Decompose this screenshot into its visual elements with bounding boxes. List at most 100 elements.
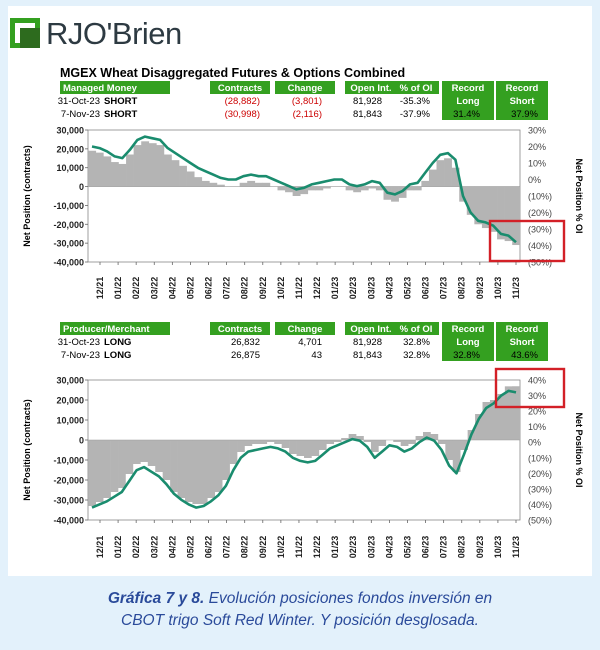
x-tick-label: 10/23 (493, 536, 503, 559)
y-tick-label: -20,000 (53, 476, 84, 486)
table-header-label: Change (288, 324, 323, 335)
area-bar (192, 440, 201, 504)
x-tick-label: 04/23 (384, 277, 394, 300)
x-tick-label: 09/23 (475, 536, 485, 559)
figure-caption: Gráfica 7 y 8. Evolución posiciones fond… (0, 588, 600, 632)
y-tick-label: 20,000 (56, 396, 84, 406)
y2-tick-label: (50%) (528, 516, 552, 526)
table-cell: 7-Nov-23 (61, 350, 100, 361)
x-tick-label: 12/21 (95, 277, 105, 300)
area-bar (207, 440, 216, 498)
table-cell: (2,116) (293, 109, 322, 120)
x-tick-label: 05/22 (185, 536, 195, 559)
y2-tick-label: (10%) (528, 453, 552, 463)
area-bar (141, 141, 150, 187)
table-cell: LONG (104, 350, 131, 361)
x-tick-label: 08/23 (457, 536, 467, 559)
area-bar (482, 402, 491, 440)
table-header-cell (275, 322, 335, 335)
area-bar (163, 154, 172, 187)
x-tick-label: 02/22 (131, 277, 141, 300)
table-cell: 81,843 (353, 109, 382, 120)
table-header-label: Short (510, 337, 536, 348)
table-header-label: Open Int. (350, 83, 391, 94)
caption-line-1: Evolución posiciones fondos inversión en (208, 590, 493, 607)
y2-axis-label: Net Position % OI (574, 412, 584, 487)
area-bar (368, 186, 377, 189)
area-bar (95, 152, 104, 187)
area-bar (460, 440, 468, 450)
table-cell: 81,928 (353, 337, 382, 348)
table-header-label: Short (510, 96, 536, 107)
area-bar (315, 186, 324, 191)
area-bar (421, 180, 430, 187)
area-bar (413, 186, 422, 191)
x-tick-label: 06/23 (421, 277, 431, 300)
x-tick-label: 02/23 (348, 277, 358, 300)
area-bar (95, 440, 104, 502)
y-tick-label: -40,000 (53, 258, 84, 268)
y2-tick-label: 30% (528, 126, 546, 136)
x-tick-label: 11/23 (511, 536, 521, 558)
y-tick-label: 20,000 (56, 144, 84, 154)
y-tick-label: 0 (79, 182, 84, 192)
area-bar (177, 440, 186, 498)
area-bar (194, 177, 203, 187)
area-bar (156, 145, 165, 187)
caption-bold: Gráfica 7 y 8. (107, 590, 205, 607)
area-bar (333, 440, 342, 442)
area-bar (277, 186, 286, 191)
area-bar (363, 440, 372, 442)
area-bar (186, 171, 195, 187)
area-bar (103, 156, 112, 187)
y2-tick-label: (30%) (528, 225, 552, 235)
x-tick-label: 03/22 (149, 536, 159, 559)
table-cell: 32.8% (403, 337, 430, 348)
table-header-cell (345, 322, 397, 335)
area-bar (512, 186, 521, 246)
table-cell: -37.9% (400, 109, 431, 120)
area-bar (428, 169, 437, 187)
area-bar (437, 440, 446, 444)
area-bar (170, 440, 178, 492)
y2-tick-label: 10% (528, 422, 546, 432)
table-header-cell (442, 322, 494, 361)
table-header-label: Contracts (218, 324, 262, 335)
area-bar (304, 440, 312, 458)
table-cell: (30,998) (225, 109, 260, 120)
rjo-logo-icon (10, 18, 40, 48)
area-bar (436, 160, 445, 187)
y-tick-label: -40,000 (53, 516, 84, 526)
area-bar (126, 154, 134, 187)
area-bar (408, 440, 416, 444)
area-bar (155, 440, 163, 472)
area-bar (133, 145, 142, 187)
area-bar (239, 182, 248, 187)
table-header-label: Record (452, 324, 485, 335)
area-bar (266, 440, 275, 442)
area-bar (216, 184, 225, 187)
area-bar (132, 440, 141, 464)
area-bar (375, 186, 384, 191)
area-bar (445, 440, 454, 460)
area-bar (481, 186, 490, 229)
x-tick-label: 05/23 (402, 277, 412, 300)
x-tick-label: 06/22 (204, 277, 214, 300)
x-tick-label: 08/22 (240, 277, 250, 300)
area-bar (118, 440, 126, 488)
area-bar (300, 186, 309, 195)
y2-tick-label: 20% (528, 142, 546, 152)
y-tick-label: -10,000 (53, 456, 84, 466)
y2-tick-label: (20%) (528, 208, 552, 218)
table-header-label: Record (506, 83, 539, 94)
table-header-label: Change (288, 83, 323, 94)
area-bar (444, 158, 452, 187)
area-bar (88, 150, 97, 187)
table-header-label: Contracts (218, 83, 262, 94)
table-header-cell (210, 81, 270, 94)
table-cell: (3,801) (292, 96, 322, 107)
table-cell: 43.6% (511, 350, 538, 361)
area-bar (259, 440, 268, 444)
table-header-label: % of OI (400, 83, 433, 94)
